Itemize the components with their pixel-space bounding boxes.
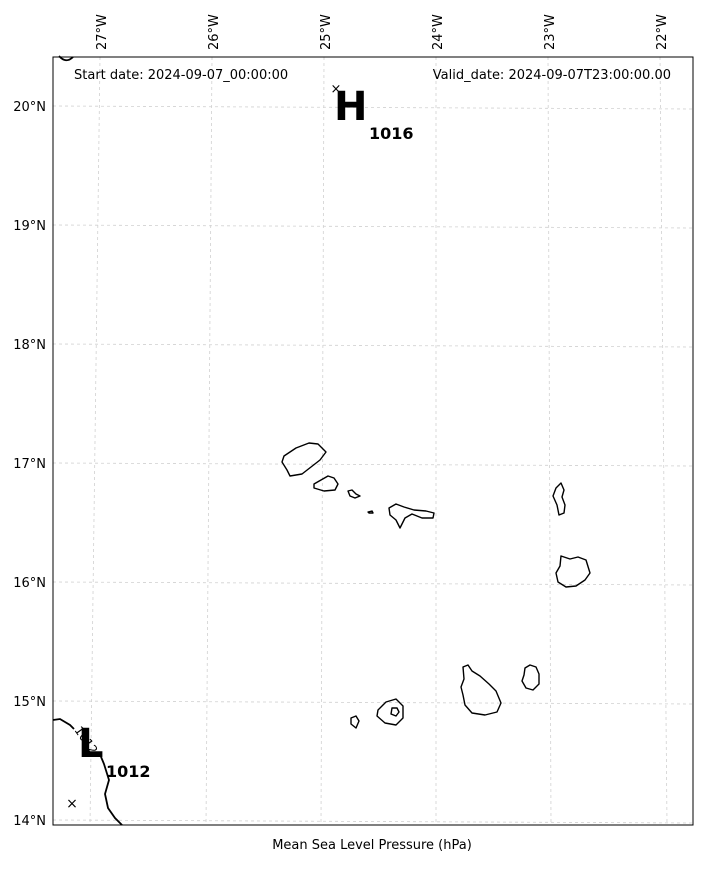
isobar-1012-lower xyxy=(98,751,123,826)
valid-date-label: Valid_date: 2024-09-07T23:00:00.00 xyxy=(433,68,671,83)
lon-label: 24°W xyxy=(431,14,446,50)
lat-label: 15°N xyxy=(13,695,46,710)
lat-label: 20°N xyxy=(13,100,46,115)
island-sao-vicente xyxy=(313,475,339,492)
isobar-1012 xyxy=(52,718,75,730)
lon-label: 26°W xyxy=(207,14,222,50)
start-date-label: Start date: 2024-09-07_00:00:00 xyxy=(74,68,288,83)
latitude-labels: 20°N 19°N 18°N 17°N 16°N 15°N 14°N xyxy=(13,100,46,829)
lat-label: 14°N xyxy=(13,814,46,829)
low-center-marker: × xyxy=(66,796,78,812)
high-pressure-value: 1016 xyxy=(369,124,414,143)
high-pressure-symbol: H xyxy=(334,84,367,130)
map-frame xyxy=(52,56,694,826)
pressure-centers: H 1016 × L 1012 × xyxy=(66,82,413,812)
island-santa-luzia xyxy=(347,489,361,499)
island-maio xyxy=(521,664,540,691)
island-sal xyxy=(552,482,566,516)
island-sao-nicolau xyxy=(388,503,435,529)
lat-label: 18°N xyxy=(13,338,46,353)
lat-label: 16°N xyxy=(13,576,46,591)
lon-label: 22°W xyxy=(655,14,670,50)
low-pressure-symbol: L xyxy=(78,721,104,767)
island-fogo xyxy=(376,698,404,726)
graticule xyxy=(52,56,694,826)
high-center-marker: × xyxy=(331,82,342,97)
lon-label: 25°W xyxy=(319,14,334,50)
lon-label: 23°W xyxy=(543,14,558,50)
map-title: Mean Sea Level Pressure (hPa) xyxy=(272,838,472,853)
coastlines xyxy=(281,442,591,729)
lon-label: 27°W xyxy=(95,14,110,50)
longitude-labels: 27°W 26°W 25°W 24°W 23°W 22°W xyxy=(95,14,670,50)
fogo-crater xyxy=(390,707,400,717)
island-brava xyxy=(350,715,360,729)
island-santiago xyxy=(460,664,502,716)
lat-label: 19°N xyxy=(13,219,46,234)
isobars: 1012 xyxy=(52,55,123,826)
low-pressure-value: 1012 xyxy=(106,762,151,781)
islet xyxy=(367,510,374,514)
isobar-top-left xyxy=(58,55,74,62)
island-santo-antao xyxy=(281,442,327,477)
island-boa-vista xyxy=(555,555,591,588)
lat-label: 17°N xyxy=(13,457,46,472)
